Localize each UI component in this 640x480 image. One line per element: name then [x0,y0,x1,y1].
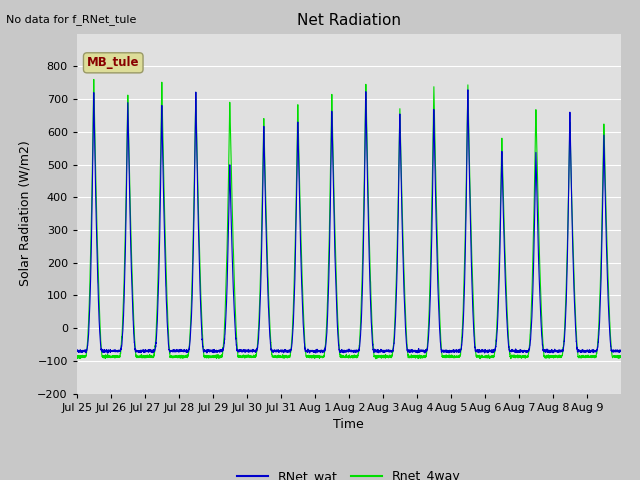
RNet_wat [104,350,111,356]
RNet_wat [539,345,547,350]
RNet_wat [186,342,193,348]
Line: RNet_wat: RNet_wat [77,90,621,353]
Legend: RNet_wat, Rnet_4way: RNet_wat, Rnet_4way [232,465,466,480]
Y-axis label: Solar Radiation (W/m2): Solar Radiation (W/m2) [19,141,32,287]
Rnet_4way [398,206,406,212]
RNet_wat [464,87,472,93]
Rnet_4way [525,348,532,354]
Rnet_4way [369,338,377,344]
Rnet_4way [617,353,625,359]
RNet_wat [369,346,377,352]
Text: MB_tule: MB_tule [87,56,140,69]
RNet_wat [499,157,506,163]
RNet_wat [525,347,532,352]
Title: Net Radiation: Net Radiation [297,13,401,28]
RNet_wat [398,220,406,226]
Rnet_4way [539,339,547,345]
RNet_wat [73,348,81,354]
Rnet_4way [90,76,98,82]
Line: Rnet_4way: Rnet_4way [77,79,621,359]
Rnet_4way [186,337,193,343]
X-axis label: Time: Time [333,418,364,431]
RNet_wat [617,348,625,354]
Text: No data for f_RNet_tule: No data for f_RNet_tule [6,14,137,25]
Rnet_4way [499,144,506,150]
Rnet_4way [73,353,81,359]
Rnet_4way [372,356,380,361]
